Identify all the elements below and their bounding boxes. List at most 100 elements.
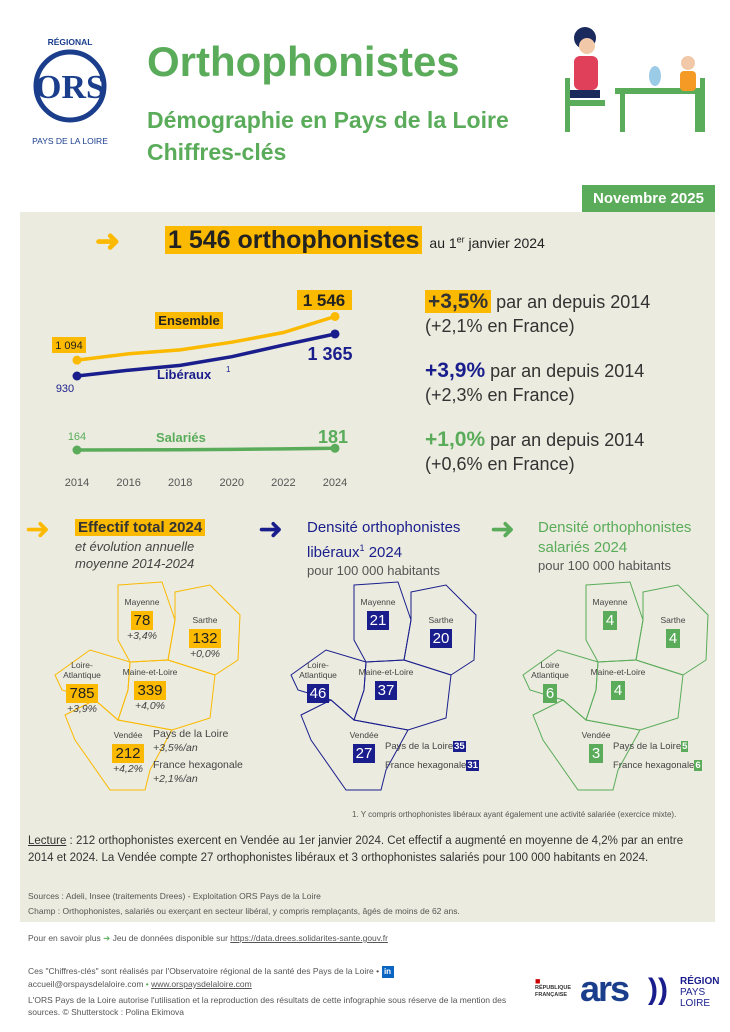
france-name: France hexagonale xyxy=(153,759,243,771)
series-line-0 xyxy=(75,314,337,362)
department-name: Maine-et-Loire xyxy=(122,667,178,677)
department-shape xyxy=(300,699,409,791)
france-value: 6 xyxy=(694,760,702,771)
lecture-label: Lecture xyxy=(28,835,67,847)
region-text: PAYS xyxy=(680,987,706,998)
series-line-2 xyxy=(75,446,337,452)
svg-text:PAYS DE LA LOIRE: PAYS DE LA LOIRE xyxy=(32,136,108,146)
france-name: France hexagonale xyxy=(613,760,695,771)
headline-sup: er xyxy=(456,234,465,245)
section-sub: pour 100 000 habitants xyxy=(538,558,671,573)
department-value: 20 xyxy=(429,629,453,648)
france-name: France hexagonale xyxy=(385,760,467,771)
department-1: Sarthe 4 xyxy=(643,615,703,648)
department-value: 78 xyxy=(130,611,154,630)
department-2: Loire- Atlantique 785 +3,9% xyxy=(52,660,112,715)
section-title: Densité orthophonistes xyxy=(307,519,461,536)
region-summary: Pays de la Loire +3,5%/an France hexagonal… xyxy=(153,727,243,786)
department-evolution: +3,4% xyxy=(126,630,158,642)
department-name: Loire- Atlantique xyxy=(63,660,101,680)
data-point xyxy=(72,445,82,455)
label-bg xyxy=(297,290,352,310)
department-shape xyxy=(167,584,241,676)
data-point xyxy=(330,329,340,339)
ors-logo: ORS RÉGIONAL PAYS DE LA LOIRE xyxy=(18,28,122,148)
page-title: Orthophonistes xyxy=(147,38,460,85)
website-link[interactable]: www.orspaysdelaloire.com xyxy=(151,979,252,989)
lecture-text: : 212 orthophonistes exercent en Vendée … xyxy=(28,835,684,864)
subtitle-line: Démographie en Pays de la Loire xyxy=(147,107,509,133)
region-name: Pays de la Loire xyxy=(613,741,682,752)
department-value: 46 xyxy=(306,684,330,703)
region-name: Pays de la Loire xyxy=(385,741,454,752)
section-effectif: Effectif total 2024 et évolution annuelle… xyxy=(75,518,206,572)
data-point xyxy=(330,311,340,321)
department-name: Sarthe xyxy=(660,615,686,625)
region-summary: Pays de la Loire35 France hexagonale31 xyxy=(385,737,479,775)
credits-text: Ces "Chiffres-clés" sont réalisés par l'… xyxy=(28,966,380,976)
trend-chart: 1 094 1 546 Ensemble 930 1 365 Libéraux 1 164 18… xyxy=(52,290,353,489)
illustration xyxy=(560,18,710,138)
headline-suffix: au 1 xyxy=(429,235,457,251)
start-label: 930 xyxy=(56,383,74,395)
email-link[interactable]: accueil@orspaysdelaloire.com xyxy=(28,979,144,989)
department-1: Sarthe 20 xyxy=(411,615,471,648)
department-shape xyxy=(403,584,477,676)
france-value: 31 xyxy=(466,760,479,771)
department-2: Loire- Atlantique 46 xyxy=(288,660,348,703)
footnote-ref: 1 xyxy=(226,365,231,374)
department-value: 212 xyxy=(112,744,144,763)
department-value: 21 xyxy=(366,611,390,630)
label-bg xyxy=(155,312,223,329)
department-0: Mayenne 78 +3,4% xyxy=(112,597,172,642)
more-label: Pour en savoir plus xyxy=(28,933,101,943)
date-badge: Novembre 2025 xyxy=(582,185,715,212)
headline-suffix2: janvier 2024 xyxy=(464,235,545,251)
region-value: 5 xyxy=(681,741,689,752)
department-0: Mayenne 4 xyxy=(580,597,640,630)
separator: • xyxy=(143,979,152,989)
arrow-icon: ➔ xyxy=(103,933,111,943)
headline: 1 546 orthophonistes au 1er janvier 2024 xyxy=(165,226,545,255)
stat-value: +3,5% xyxy=(425,290,492,313)
footnote-ref: 1 xyxy=(359,543,365,553)
department-name: Vendée xyxy=(349,730,379,740)
department-shape xyxy=(635,584,709,676)
ars-logo: ars xyxy=(580,968,630,1009)
department-evolution: +0,0% xyxy=(189,648,221,660)
x-tick-label: 2024 xyxy=(323,477,347,489)
section-title: Densité orthophonistes xyxy=(538,519,692,536)
section-sub: et évolution annuelle xyxy=(75,539,195,554)
arrow-icon: ➜ xyxy=(258,513,284,546)
region-logo: RÉGION PAYS LOIRE xyxy=(680,976,719,1009)
department-name: Vendée xyxy=(113,730,143,740)
department-name: Vendée xyxy=(581,730,611,740)
x-tick-label: 2018 xyxy=(168,477,192,489)
department-evolution: +4,2% xyxy=(112,763,144,775)
department-name: Maine-et-Loire xyxy=(358,667,414,677)
linkedin-icon[interactable]: in xyxy=(381,966,394,978)
end-label: 181 xyxy=(318,427,348,447)
rf-logo: ■ RÉPUBLIQUE FRANÇAISE xyxy=(535,976,572,999)
series-line-1 xyxy=(75,332,337,378)
lecture: Lecture : 212 orthophonistes exercent en… xyxy=(28,833,708,867)
department-4: Vendée 27 xyxy=(334,730,394,763)
svg-text:RÉGIONAL: RÉGIONAL xyxy=(48,37,93,47)
x-tick-label: 2022 xyxy=(271,477,295,489)
stat-salaries: +1,0% par an depuis 2014 (+0,6% en France… xyxy=(425,428,644,476)
content-panel xyxy=(20,212,715,922)
series-name: Ensemble xyxy=(158,313,219,328)
drees-link[interactable]: https://data.drees.solidarites-sante.gou… xyxy=(230,933,388,943)
region-text: LOIRE xyxy=(680,998,711,1009)
department-name: Maine-et-Loire xyxy=(590,667,646,677)
end-label: 1 365 xyxy=(307,344,352,364)
department-name: Mayenne xyxy=(360,597,396,607)
x-tick-label: 2020 xyxy=(220,477,244,489)
department-shape xyxy=(64,699,173,791)
department-4: Vendée 212 +4,2% xyxy=(98,730,158,775)
department-value: 4 xyxy=(610,681,626,700)
stat-liberaux: +3,9% par an depuis 2014 (+2,3% en France… xyxy=(425,359,644,407)
subtitle: Démographie en Pays de la Loire Chiffres-… xyxy=(147,104,509,168)
department-name: Sarthe xyxy=(428,615,454,625)
department-1: Sarthe 132 +0,0% xyxy=(175,615,235,660)
